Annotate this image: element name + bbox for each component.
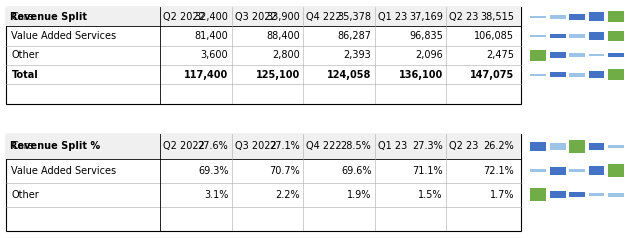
- Bar: [531, 16, 546, 18]
- Bar: [589, 166, 604, 175]
- Text: 124,058: 124,058: [327, 70, 371, 80]
- Text: 1.9%: 1.9%: [347, 190, 371, 200]
- Bar: [608, 145, 624, 148]
- Text: Other: Other: [12, 190, 39, 200]
- Text: 2.2%: 2.2%: [275, 190, 300, 200]
- Bar: [531, 188, 546, 201]
- Text: 1.5%: 1.5%: [419, 190, 443, 200]
- Bar: [570, 73, 585, 77]
- Text: 125,100: 125,100: [255, 70, 300, 80]
- Text: Other: Other: [12, 50, 39, 60]
- Text: Value Added Services: Value Added Services: [12, 31, 116, 41]
- Text: Q2 23: Q2 23: [449, 12, 479, 22]
- Text: Q2 2022: Q2 2022: [163, 141, 205, 151]
- Bar: [589, 193, 604, 196]
- Text: 147,075: 147,075: [470, 70, 515, 80]
- Bar: [550, 34, 566, 38]
- Bar: [589, 12, 604, 21]
- Text: 38,515: 38,515: [481, 12, 515, 22]
- Bar: [550, 167, 566, 174]
- Bar: [570, 169, 585, 173]
- Bar: [608, 164, 624, 177]
- Bar: [608, 69, 624, 80]
- Text: Q3 2022: Q3 2022: [235, 12, 276, 22]
- Text: Q1 23: Q1 23: [378, 12, 407, 22]
- Text: Core: Core: [12, 12, 34, 22]
- Text: 32,400: 32,400: [195, 12, 228, 22]
- Bar: [608, 53, 624, 58]
- Text: Revenue Split: Revenue Split: [10, 12, 87, 22]
- Text: 27.6%: 27.6%: [198, 141, 228, 151]
- Text: 69.6%: 69.6%: [341, 166, 371, 176]
- Bar: [608, 11, 624, 22]
- Bar: [570, 34, 585, 38]
- Text: 3,600: 3,600: [201, 50, 228, 60]
- Text: 106,085: 106,085: [474, 31, 515, 41]
- Bar: [6, 7, 521, 26]
- Bar: [608, 31, 624, 41]
- Bar: [589, 71, 604, 78]
- Text: Q1 23: Q1 23: [378, 141, 407, 151]
- Bar: [550, 191, 566, 198]
- Text: 26.2%: 26.2%: [484, 141, 515, 151]
- Text: 136,100: 136,100: [399, 70, 443, 80]
- Bar: [6, 7, 521, 104]
- Text: 96,835: 96,835: [409, 31, 443, 41]
- Text: 2,096: 2,096: [415, 50, 443, 60]
- Text: Q2 23: Q2 23: [449, 141, 479, 151]
- Text: 71.1%: 71.1%: [412, 166, 443, 176]
- Text: Total: Total: [12, 70, 38, 80]
- Bar: [608, 193, 624, 197]
- Bar: [531, 50, 546, 61]
- Text: Revenue Split %: Revenue Split %: [10, 141, 100, 151]
- Bar: [531, 142, 546, 151]
- Text: 117,400: 117,400: [184, 70, 228, 80]
- Text: Core: Core: [12, 141, 34, 151]
- Bar: [570, 192, 585, 197]
- Text: 81,400: 81,400: [195, 31, 228, 41]
- Text: 70.7%: 70.7%: [269, 166, 300, 176]
- Text: Q4 222: Q4 222: [306, 12, 342, 22]
- Text: 69.3%: 69.3%: [198, 166, 228, 176]
- Text: 1.7%: 1.7%: [490, 190, 515, 200]
- Bar: [589, 54, 604, 56]
- Bar: [550, 52, 566, 58]
- Text: 33,900: 33,900: [266, 12, 300, 22]
- Bar: [531, 35, 546, 37]
- Bar: [570, 54, 585, 57]
- Text: Value Added Services: Value Added Services: [12, 166, 116, 176]
- Text: 86,287: 86,287: [337, 31, 371, 41]
- Bar: [570, 14, 585, 20]
- Text: 2,393: 2,393: [344, 50, 371, 60]
- Text: 2,475: 2,475: [486, 50, 515, 60]
- Text: Q3 2022: Q3 2022: [235, 141, 276, 151]
- Text: Q4 222: Q4 222: [306, 141, 342, 151]
- Text: 3.1%: 3.1%: [204, 190, 228, 200]
- Bar: [570, 140, 585, 153]
- Text: 88,400: 88,400: [266, 31, 300, 41]
- Text: Q2 2022: Q2 2022: [163, 12, 205, 22]
- Text: 72.1%: 72.1%: [484, 166, 515, 176]
- Bar: [550, 15, 566, 19]
- Bar: [589, 143, 604, 150]
- Bar: [6, 134, 521, 231]
- Bar: [531, 169, 546, 172]
- Bar: [550, 73, 566, 77]
- Text: 27.3%: 27.3%: [412, 141, 443, 151]
- Text: 28.5%: 28.5%: [340, 141, 371, 151]
- Text: 37,169: 37,169: [409, 12, 443, 22]
- Text: 2,800: 2,800: [272, 50, 300, 60]
- Bar: [550, 143, 566, 150]
- Text: 35,378: 35,378: [337, 12, 371, 22]
- Bar: [589, 32, 604, 40]
- Text: 27.1%: 27.1%: [269, 141, 300, 151]
- Bar: [6, 134, 521, 159]
- Bar: [531, 74, 546, 76]
